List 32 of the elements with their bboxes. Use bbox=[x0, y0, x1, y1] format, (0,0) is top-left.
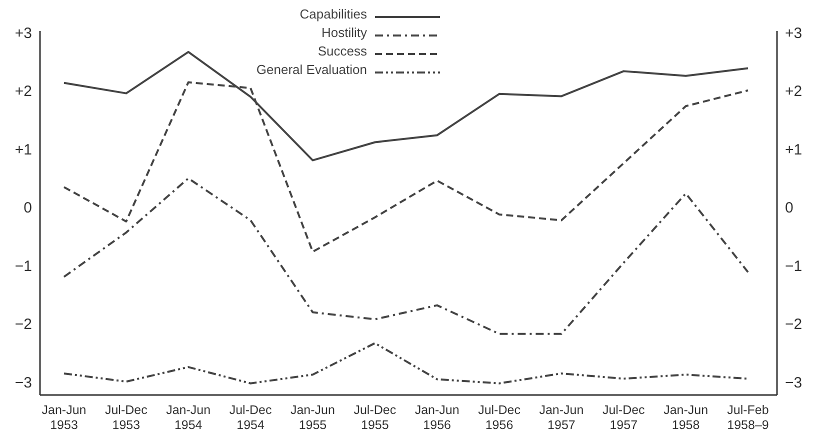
x-tick-label: Jan-Jun 1953 bbox=[42, 403, 86, 432]
y2-tick-label: −2 bbox=[785, 316, 802, 334]
y-tick-label: +2 bbox=[14, 83, 32, 100]
y-tick-label: 0 bbox=[24, 200, 32, 217]
line-series bbox=[63, 177, 749, 335]
y2-tick-label: 0 bbox=[785, 200, 794, 217]
x-tick-label: Jul-Dec 1957 bbox=[602, 403, 645, 432]
y-tick-label: +3 bbox=[14, 24, 32, 42]
x-tick-label: Jan-Jun 1958 bbox=[664, 403, 708, 432]
x-tick-label: Jan-Jun 1957 bbox=[539, 403, 584, 432]
y2-tick-label: −1 bbox=[785, 258, 802, 275]
line-series bbox=[63, 342, 749, 384]
y-tick-label: −2 bbox=[14, 316, 32, 334]
y2-tick-label: +2 bbox=[785, 83, 802, 100]
y-tick-label: −1 bbox=[14, 258, 32, 275]
x-tick-label: Jul-Dec 1953 bbox=[104, 403, 148, 432]
x-tick-label: Jul-Feb 1958–9 bbox=[727, 403, 769, 432]
x-tick-label: Jan-Jun 1954 bbox=[166, 403, 211, 432]
x-tick-label: Jan-Jun 1956 bbox=[414, 403, 460, 432]
legend-label: General Evaluation bbox=[256, 62, 367, 77]
y2-tick-label: +1 bbox=[785, 141, 802, 158]
x-tick-label: Jul-Dec 1955 bbox=[354, 403, 396, 432]
y-tick-label: −3 bbox=[14, 374, 32, 392]
y2-tick-label: −3 bbox=[785, 374, 802, 392]
x-tick-label: Jul-Dec 1956 bbox=[478, 403, 520, 432]
x-tick-label: Jul-Dec 1954 bbox=[229, 403, 272, 432]
legend-label: Capabilities bbox=[300, 6, 368, 22]
y-tick-label: +1 bbox=[14, 141, 32, 158]
x-tick-label: Jan-Jun 1955 bbox=[290, 403, 336, 432]
legend-label: Success bbox=[318, 43, 368, 58]
y2-tick-label: +3 bbox=[785, 24, 802, 42]
legend-label: Hostility bbox=[321, 24, 368, 40]
